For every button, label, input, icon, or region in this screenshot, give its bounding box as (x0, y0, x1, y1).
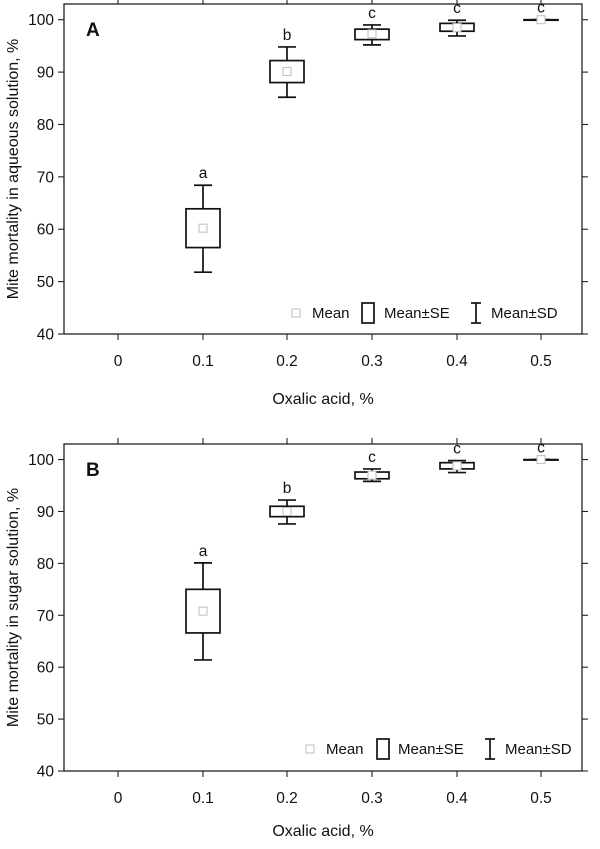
legend: Mean Mean±SE Mean±SD (305, 738, 572, 760)
mean-marker (536, 455, 546, 465)
x-tick-label: 0.4 (446, 353, 468, 370)
x-tick-label: 0.5 (530, 353, 552, 370)
box-0.4: c (439, 0, 475, 37)
plot-frame (63, 443, 583, 772)
x-tick-label: 0.2 (276, 790, 298, 807)
box-0.5: c (523, 440, 559, 465)
x-tick-label: 0 (114, 790, 123, 807)
mean-marker (198, 606, 208, 616)
significance-letter: c (368, 449, 376, 466)
y-tick-label: 50 (37, 274, 55, 291)
y-tick-label: 100 (28, 452, 54, 469)
y-axis-label: Mite mortality in aqueous solution, % (5, 39, 22, 300)
significance-letter: c (453, 0, 461, 17)
significance-letter: b (283, 27, 292, 44)
x-tick-label: 0.2 (276, 353, 298, 370)
x-tick-label: 0.4 (446, 790, 468, 807)
significance-letter: c (537, 440, 545, 457)
legend-se-symbol (361, 302, 375, 324)
box-0.3: c (354, 449, 390, 483)
box-0.2: b (269, 480, 305, 525)
panel-a: A 40 50 60 70 80 90 100 0 0.1 0.2 0.3 0.4 0.5 Oxalic a… (5, 0, 588, 408)
y-tick-label: 60 (37, 660, 55, 677)
y-tick-label: 90 (37, 65, 55, 82)
y-tick-label: 60 (37, 222, 55, 239)
legend-se-label: Mean±SE (398, 741, 464, 758)
mean-marker (282, 67, 292, 77)
y-tick-label: 40 (37, 764, 55, 781)
legend-sd-label: Mean±SD (491, 305, 558, 322)
mean-marker (367, 29, 377, 39)
panel-letter: B (86, 460, 100, 481)
y-tick-label: 70 (37, 608, 55, 625)
mean-marker (198, 223, 208, 233)
legend: Mean Mean±SE Mean±SD (291, 302, 558, 324)
legend-mean-symbol (291, 308, 301, 318)
significance-letter: b (283, 480, 292, 497)
x-axis-label: Oxalic acid, % (272, 823, 373, 840)
y-tick-label: 80 (37, 117, 55, 134)
box-0.1: a (185, 165, 221, 274)
x-tick-label: 0.3 (361, 353, 383, 370)
x-tick-label: 0.5 (530, 790, 552, 807)
panel-letter: A (86, 20, 100, 41)
box-0.4: c (439, 441, 475, 474)
x-tick-label: 0.3 (361, 790, 383, 807)
y-tick-label: 50 (37, 712, 55, 729)
y-tick-label: 40 (37, 327, 55, 344)
x-axis-label: Oxalic acid, % (272, 391, 373, 408)
y-tick-label: 90 (37, 504, 55, 521)
box-0.5: c (523, 0, 559, 25)
significance-letter: a (199, 165, 208, 182)
legend-se-label: Mean±SE (384, 305, 450, 322)
y-tick-label: 80 (37, 556, 55, 573)
mean-marker (452, 461, 462, 471)
y-axis-label: Mite mortality in sugar solution, % (5, 488, 22, 727)
significance-letter: c (453, 441, 461, 458)
y-tick-label: 100 (28, 12, 54, 29)
significance-letter: a (199, 543, 208, 560)
plot-frame (63, 3, 583, 335)
significance-letter: c (537, 0, 545, 17)
box-0.3: c (354, 5, 390, 46)
x-tick-label: 0 (114, 353, 123, 370)
panel-b: B 40 50 60 70 80 90 100 0 0.1 0.2 0.3 0.4 0.5 Oxalic a… (5, 438, 588, 840)
x-tick-label: 0.1 (192, 790, 214, 807)
legend-mean-label: Mean (312, 305, 350, 322)
legend-sd-label: Mean±SD (505, 741, 572, 758)
mean-marker (452, 23, 462, 33)
x-tick-label: 0.1 (192, 353, 214, 370)
legend-mean-symbol (305, 744, 315, 754)
mean-marker (367, 470, 377, 480)
box-0.2: b (269, 27, 305, 99)
box-0.1: a (185, 543, 221, 661)
legend-mean-label: Mean (326, 741, 364, 758)
significance-letter: c (368, 5, 376, 22)
mean-marker (536, 15, 546, 25)
y-tick-label: 70 (37, 169, 55, 186)
legend-se-symbol (376, 738, 390, 760)
mean-marker (282, 506, 292, 516)
